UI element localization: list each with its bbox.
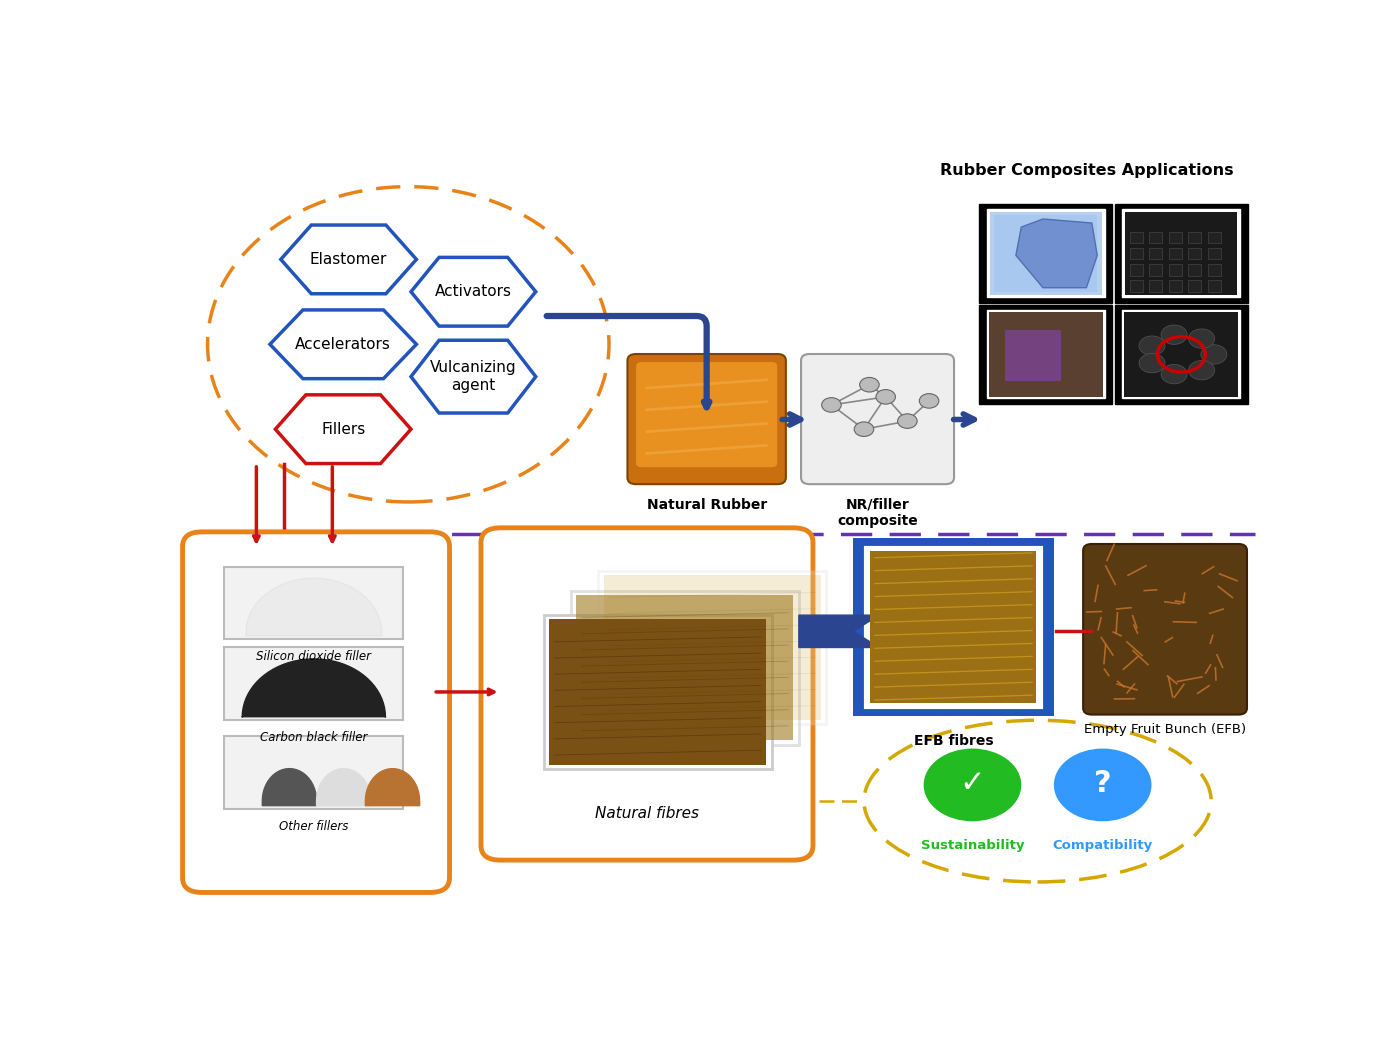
Circle shape <box>897 414 917 428</box>
Bar <box>1114 204 1247 303</box>
Bar <box>1208 280 1221 292</box>
Bar <box>1169 280 1182 292</box>
Circle shape <box>1201 344 1226 364</box>
Bar <box>987 209 1105 297</box>
Bar <box>1169 232 1182 244</box>
Text: Natural Rubber: Natural Rubber <box>647 498 767 512</box>
Circle shape <box>1140 336 1165 355</box>
Bar <box>979 304 1113 404</box>
FancyBboxPatch shape <box>1084 544 1247 715</box>
Bar <box>1149 232 1162 244</box>
Circle shape <box>1189 329 1215 349</box>
Text: ?: ? <box>1093 769 1112 798</box>
Text: Accelerators: Accelerators <box>295 337 391 352</box>
Polygon shape <box>1016 219 1098 288</box>
Bar <box>598 571 826 724</box>
Circle shape <box>1189 360 1215 380</box>
Circle shape <box>920 394 939 408</box>
Bar <box>224 648 403 720</box>
Text: NR/filler
composite: NR/filler composite <box>837 498 918 528</box>
Text: ✓: ✓ <box>960 769 986 798</box>
Bar <box>603 574 820 720</box>
Ellipse shape <box>864 720 1211 882</box>
Bar <box>990 212 1102 295</box>
Polygon shape <box>799 591 918 672</box>
Bar <box>1130 232 1142 244</box>
Text: Other fillers: Other fillers <box>279 820 349 833</box>
Bar <box>1189 280 1201 292</box>
Circle shape <box>1161 326 1187 344</box>
Circle shape <box>924 749 1022 821</box>
Bar <box>1149 280 1162 292</box>
Circle shape <box>854 422 874 437</box>
Bar <box>1189 265 1201 275</box>
Bar <box>1149 265 1162 275</box>
Bar <box>1208 232 1221 244</box>
Circle shape <box>860 377 879 392</box>
Bar <box>1130 280 1142 292</box>
Bar <box>224 736 403 810</box>
Bar <box>571 591 799 744</box>
FancyBboxPatch shape <box>482 528 813 860</box>
Bar <box>1123 209 1240 297</box>
FancyBboxPatch shape <box>636 362 777 467</box>
Bar <box>867 548 1040 707</box>
Text: Compatibility: Compatibility <box>1053 839 1152 853</box>
Text: Activators: Activators <box>435 285 512 299</box>
Bar <box>1126 313 1238 396</box>
FancyBboxPatch shape <box>627 354 785 484</box>
Bar <box>1169 265 1182 275</box>
Bar <box>1124 312 1238 397</box>
Bar <box>1208 265 1221 275</box>
Polygon shape <box>412 257 536 327</box>
Text: Vulcanizing
agent: Vulcanizing agent <box>430 360 517 393</box>
Polygon shape <box>270 310 416 379</box>
FancyBboxPatch shape <box>801 354 953 484</box>
Bar <box>1130 265 1142 275</box>
Circle shape <box>822 398 841 413</box>
Bar <box>1130 248 1142 259</box>
Bar <box>1005 330 1061 381</box>
Text: EFB fibres: EFB fibres <box>914 734 994 748</box>
Bar <box>1126 212 1238 295</box>
Text: Sustainability: Sustainability <box>921 839 1025 853</box>
Bar <box>1208 248 1221 259</box>
Bar <box>994 215 1098 292</box>
Bar <box>990 313 1102 396</box>
Bar <box>979 204 1113 303</box>
Bar <box>853 539 1054 716</box>
Bar <box>1169 248 1182 259</box>
Bar <box>1189 232 1201 244</box>
Bar <box>577 595 794 740</box>
Text: Empty Fruit Bunch (EFB): Empty Fruit Bunch (EFB) <box>1084 722 1246 736</box>
FancyBboxPatch shape <box>182 532 449 892</box>
Bar <box>988 312 1103 397</box>
Text: Silicon dioxide filler: Silicon dioxide filler <box>256 650 371 663</box>
Circle shape <box>876 390 896 404</box>
Bar <box>549 620 766 764</box>
Text: Elastomer: Elastomer <box>309 252 388 267</box>
Circle shape <box>1054 749 1151 821</box>
Polygon shape <box>281 225 416 294</box>
Circle shape <box>1140 354 1165 373</box>
Bar <box>224 567 403 639</box>
Polygon shape <box>276 395 412 463</box>
Bar <box>987 311 1105 398</box>
Bar <box>871 551 1036 704</box>
Text: Rubber Composites Applications: Rubber Composites Applications <box>939 163 1233 177</box>
Bar <box>1123 311 1240 398</box>
Bar <box>543 615 771 769</box>
Text: Natural fibres: Natural fibres <box>595 805 699 821</box>
Bar <box>1114 304 1247 404</box>
Polygon shape <box>412 340 536 413</box>
Circle shape <box>1161 364 1187 384</box>
Text: Fillers: Fillers <box>321 422 365 437</box>
Bar <box>1149 248 1162 259</box>
Text: Carbon black filler: Carbon black filler <box>259 731 367 743</box>
Bar <box>1189 248 1201 259</box>
